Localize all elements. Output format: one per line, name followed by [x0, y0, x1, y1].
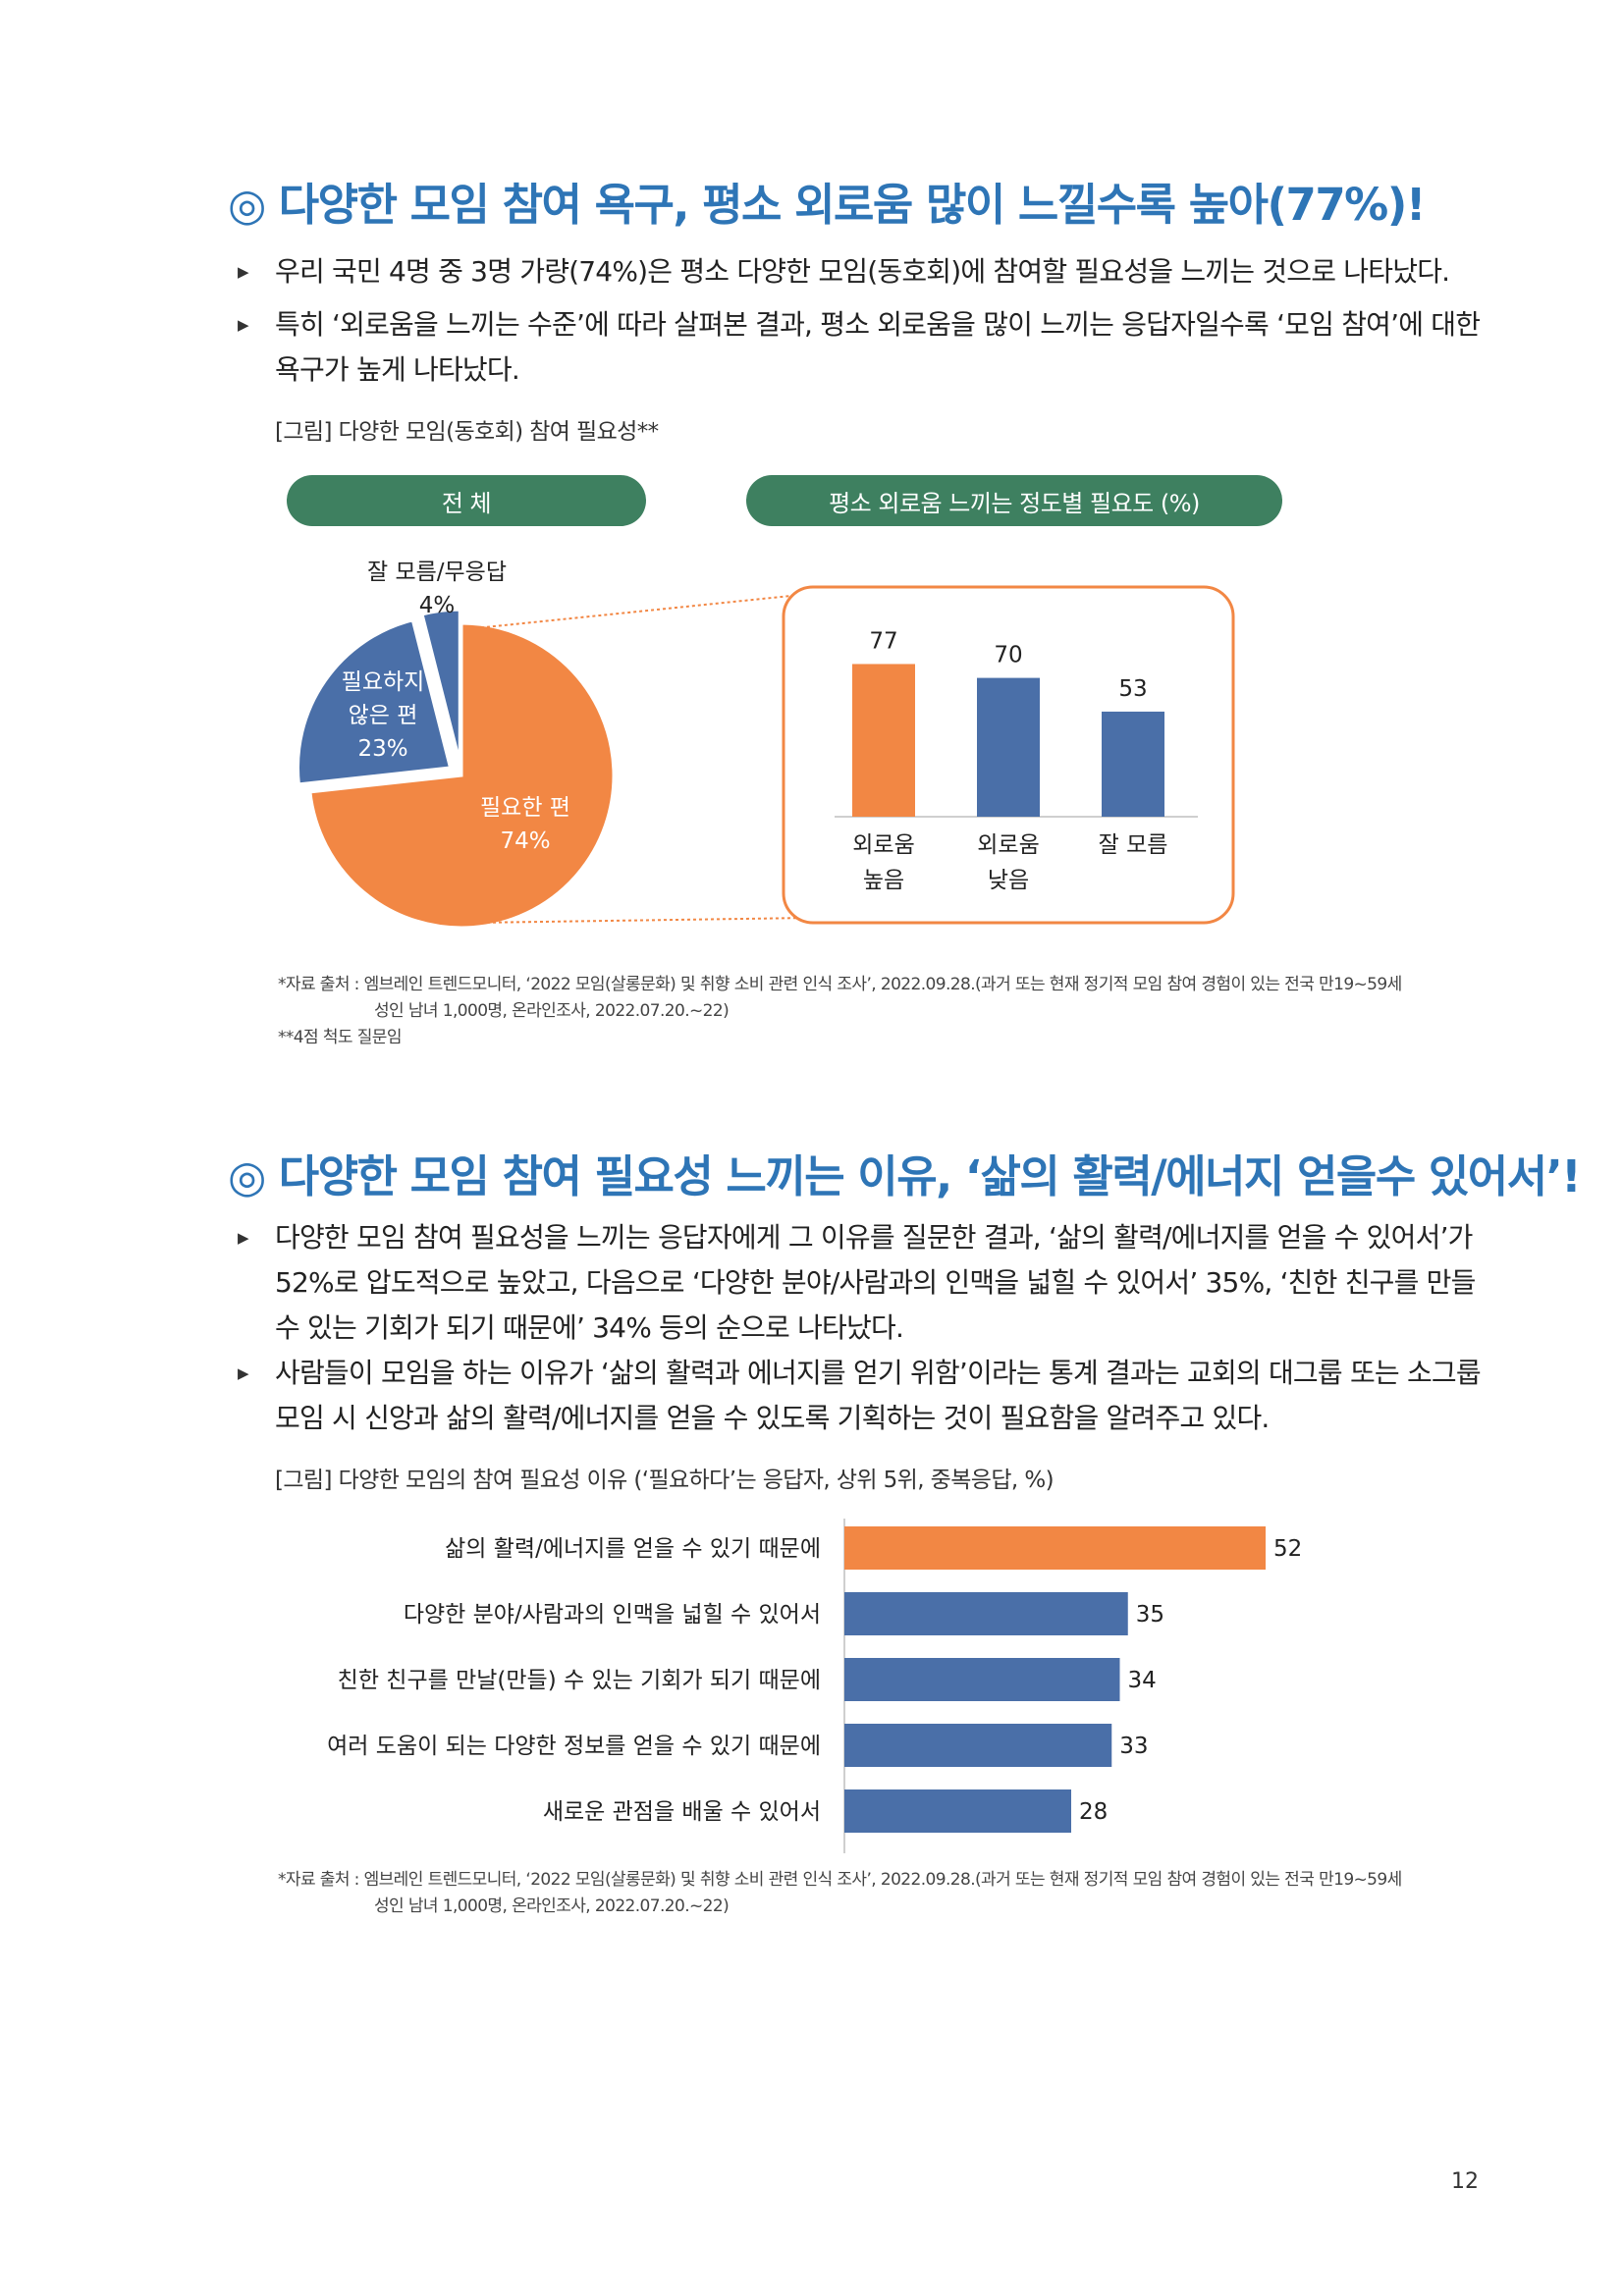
bar: [844, 1526, 1266, 1570]
bullet-arrow-icon: ▶: [238, 263, 249, 281]
category-label: 친한 친구를 만날(만들) 수 있는 기회가 되기 때문에: [338, 1668, 821, 1693]
category-label: 새로운 관점을 배울 수 있어서: [543, 1799, 821, 1825]
callout-connector: [474, 593, 811, 629]
section2-bullet-1: 다양한 모임 참여 필요성을 느끼는 응답자에게 그 이유를 질문한 결과, ‘…: [275, 1221, 1476, 1344]
section1-bullet-1: 우리 국민 4명 중 3명 가량(74%)은 평소 다양한 모임(동호회)에 참…: [275, 255, 1450, 288]
source-line: **4점 척도 질문임: [278, 1028, 402, 1047]
section1-heading: ◎ 다양한 모임 참여 욕구, 평소 외로움 많이 느낄수록 높아(77%)!: [228, 169, 1427, 233]
circle-mark-icon: ◎: [228, 179, 266, 231]
data-label: 28: [1079, 1799, 1108, 1825]
category-label: 외로움: [977, 832, 1039, 858]
data-label: 33: [1119, 1734, 1148, 1759]
pie-category-label: 잘 모름/무응답: [367, 560, 507, 585]
data-label: 53: [1118, 676, 1147, 702]
reasons-bar-chart: 삶의 활력/에너지를 얻을 수 있기 때문에 52 다양한 분야/사람과의 인맥을 …: [327, 1519, 1302, 1853]
category-label: 여러 도움이 되는 다양한 정보를 얻을 수 있기 때문에: [327, 1734, 821, 1759]
bar: [844, 1789, 1071, 1833]
category-label: 삶의 활력/에너지를 얻을 수 있기 때문에: [445, 1536, 821, 1562]
pie-slice: [308, 621, 616, 930]
section2-bullet-2: 사람들이 모임을 하는 이유가 ‘삶의 활력과 에너지를 얻기 위함’이라는 통…: [275, 1357, 1482, 1434]
category-label: 낮음: [988, 868, 1029, 893]
reasons-bars: 삶의 활력/에너지를 얻을 수 있기 때문에 52 다양한 분야/사람과의 인맥을 …: [327, 1526, 1302, 1833]
data-label: 70: [994, 643, 1022, 668]
pie-value-label: 4%: [419, 593, 456, 618]
pie-value-label: 74%: [500, 828, 550, 854]
source-line: *자료 출처 : 엠브레인 트렌드모니터, ‘2022 모임(살롱문화) 및 취…: [278, 975, 1402, 994]
bar: [1102, 711, 1164, 817]
bar: [852, 664, 915, 817]
pie-slice: [297, 617, 453, 786]
category-label: 외로움: [852, 832, 914, 858]
source-line: 성인 남녀 1,000명, 온라인조사, 2022.07.20.~22): [374, 1896, 730, 1916]
category-label: 잘 모름: [1099, 832, 1168, 858]
pill-by-loneliness: 평소 외로움 느끼는 정도별 필요도 (%): [746, 475, 1282, 526]
bullet-arrow-icon: ▶: [238, 1364, 249, 1382]
bar: [844, 1658, 1120, 1701]
pie-category-label: 필요한 편: [480, 795, 570, 821]
category-label: 높음: [863, 868, 904, 893]
bar: [844, 1592, 1128, 1635]
bar: [977, 677, 1040, 817]
data-label: 35: [1136, 1602, 1164, 1628]
figure1-caption: [그림] 다양한 모임(동호회) 참여 필요성**: [275, 419, 659, 445]
callout-connector: [474, 917, 811, 924]
data-label: 52: [1273, 1536, 1302, 1562]
circle-mark-icon: ◎: [228, 1150, 266, 1202]
source-note-2: *자료 출처 : 엠브레인 트렌드모니터, ‘2022 모임(살롱문화) 및 취…: [278, 1867, 1402, 1920]
pie-category-label: 않은 편: [349, 703, 418, 728]
bar: [844, 1724, 1112, 1767]
source-line: *자료 출처 : 엠브레인 트렌드모니터, ‘2022 모임(살롱문화) 및 취…: [278, 1870, 1402, 1890]
page-number: 12: [1451, 2169, 1479, 2194]
figure2-caption: [그림] 다양한 모임의 참여 필요성 이유 (‘필요하다’는 응답자, 상위 …: [275, 1468, 1055, 1493]
source-note-1: *자료 출처 : 엠브레인 트렌드모니터, ‘2022 모임(살롱문화) 및 취…: [278, 972, 1402, 1051]
section1-title: 다양한 모임 참여 욕구, 평소 외로움 많이 느낄수록 높아(77%)!: [278, 179, 1427, 231]
pie-value-label: 23%: [357, 736, 407, 762]
source-line: 성인 남녀 1,000명, 온라인조사, 2022.07.20.~22): [374, 1001, 730, 1021]
pie-category-label: 필요하지: [342, 669, 425, 695]
bullet-arrow-icon: ▶: [238, 316, 249, 334]
category-label: 다양한 분야/사람과의 인맥을 넓힐 수 있어서: [404, 1602, 821, 1628]
pie-slice: [420, 608, 461, 763]
data-label: 77: [869, 628, 897, 654]
data-label: 34: [1128, 1668, 1157, 1693]
section2-title: 다양한 모임 참여 필요성 느끼는 이유, ‘삶의 활력/에너지 얻을수 있어서…: [278, 1150, 1582, 1202]
pill-total: 전 체: [287, 475, 646, 526]
section1-bullet-2: 특히 ‘외로움을 느끼는 수준’에 따라 살펴본 결과, 평소 외로움을 많이 …: [275, 308, 1481, 386]
bullet-arrow-icon: ▶: [238, 1229, 249, 1247]
section2-heading: ◎ 다양한 모임 참여 필요성 느끼는 이유, ‘삶의 활력/에너지 얻을수 있어…: [228, 1141, 1582, 1204]
